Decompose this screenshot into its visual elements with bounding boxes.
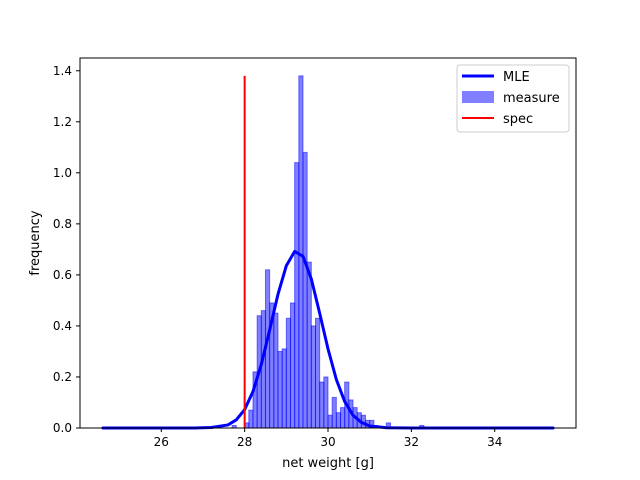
y-tick-label: 0.6	[53, 268, 72, 282]
y-tick-label: 1.4	[53, 64, 72, 78]
histogram-bar	[273, 312, 279, 429]
histogram-bar	[323, 376, 329, 429]
mle-curve	[101, 249, 555, 430]
y-tick-label: 0.8	[53, 217, 72, 231]
y-tick-label: 1.0	[53, 166, 72, 180]
x-tick-label: 32	[404, 435, 419, 449]
x-tick-label: 26	[154, 435, 169, 449]
y-axis-label: frequency	[28, 210, 43, 276]
histogram-bar	[310, 325, 316, 429]
histogram-bar	[277, 350, 283, 429]
histogram-bar	[289, 302, 296, 429]
x-axis-ticks: 26 28 30 32 34	[154, 428, 502, 449]
histogram-bar	[319, 381, 325, 429]
histogram-bar	[285, 317, 291, 429]
mle-line-group	[101, 249, 555, 430]
x-axis-label: net weight [g]	[282, 456, 374, 471]
y-tick-label: 0.2	[53, 370, 72, 384]
histogram-bar	[306, 261, 312, 429]
histogram-bar	[248, 409, 254, 429]
histogram-bar	[335, 412, 342, 429]
x-tick-label: 30	[320, 435, 335, 449]
legend-measure-label: measure	[503, 91, 560, 106]
legend-measure-swatch	[462, 91, 494, 103]
y-axis-ticks: 0.0 0.2 0.4 0.6 0.8 1.0 1.2 1.4	[53, 64, 80, 435]
histogram-bar	[314, 317, 321, 429]
histogram-bar	[340, 407, 346, 429]
legend-frame	[456, 64, 570, 133]
y-tick-label: 1.2	[53, 115, 72, 129]
y-tick-label: 0.0	[53, 421, 72, 435]
histogram-bar	[327, 414, 333, 429]
legend-mle-label: MLE	[503, 70, 530, 85]
histogram-bar	[281, 348, 287, 429]
legend-spec-label: spec	[503, 112, 533, 127]
legend: MLE measure spec	[456, 64, 570, 133]
histogram-bar	[260, 310, 266, 429]
x-tick-label: 28	[237, 435, 252, 449]
x-tick-label: 34	[487, 435, 502, 449]
histogram-bar	[298, 75, 304, 429]
histogram-bar	[302, 151, 308, 429]
histogram-bar	[294, 162, 300, 429]
y-tick-label: 0.4	[53, 319, 72, 333]
histogram-bar	[331, 396, 337, 429]
